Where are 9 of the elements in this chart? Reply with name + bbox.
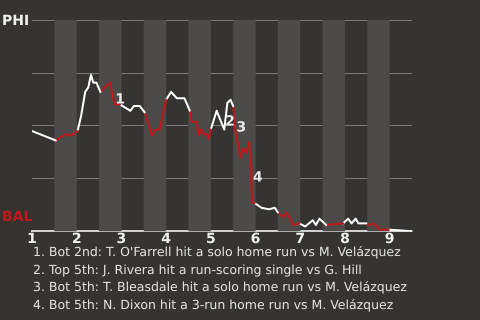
- text: PHI: [2, 13, 30, 29]
- annotation: 3: [236, 120, 246, 136]
- annotation: BAL: [2, 209, 32, 225]
- text: 2. Top 5th: J. Rivera hit a run-scoring single vs G. Hill: [33, 260, 363, 278]
- annotation: 1: [115, 91, 125, 108]
- text: 3. Bot 5th: T. Bleasdale hit a solo home run vs M. Velázquez: [33, 278, 407, 296]
- annotation: 4: [252, 170, 263, 186]
- text: 4. Bot 5th: N. Dixon hit a 3-run home run vs M. Velázquez: [33, 296, 394, 313]
- annotation: 2: [225, 113, 235, 130]
